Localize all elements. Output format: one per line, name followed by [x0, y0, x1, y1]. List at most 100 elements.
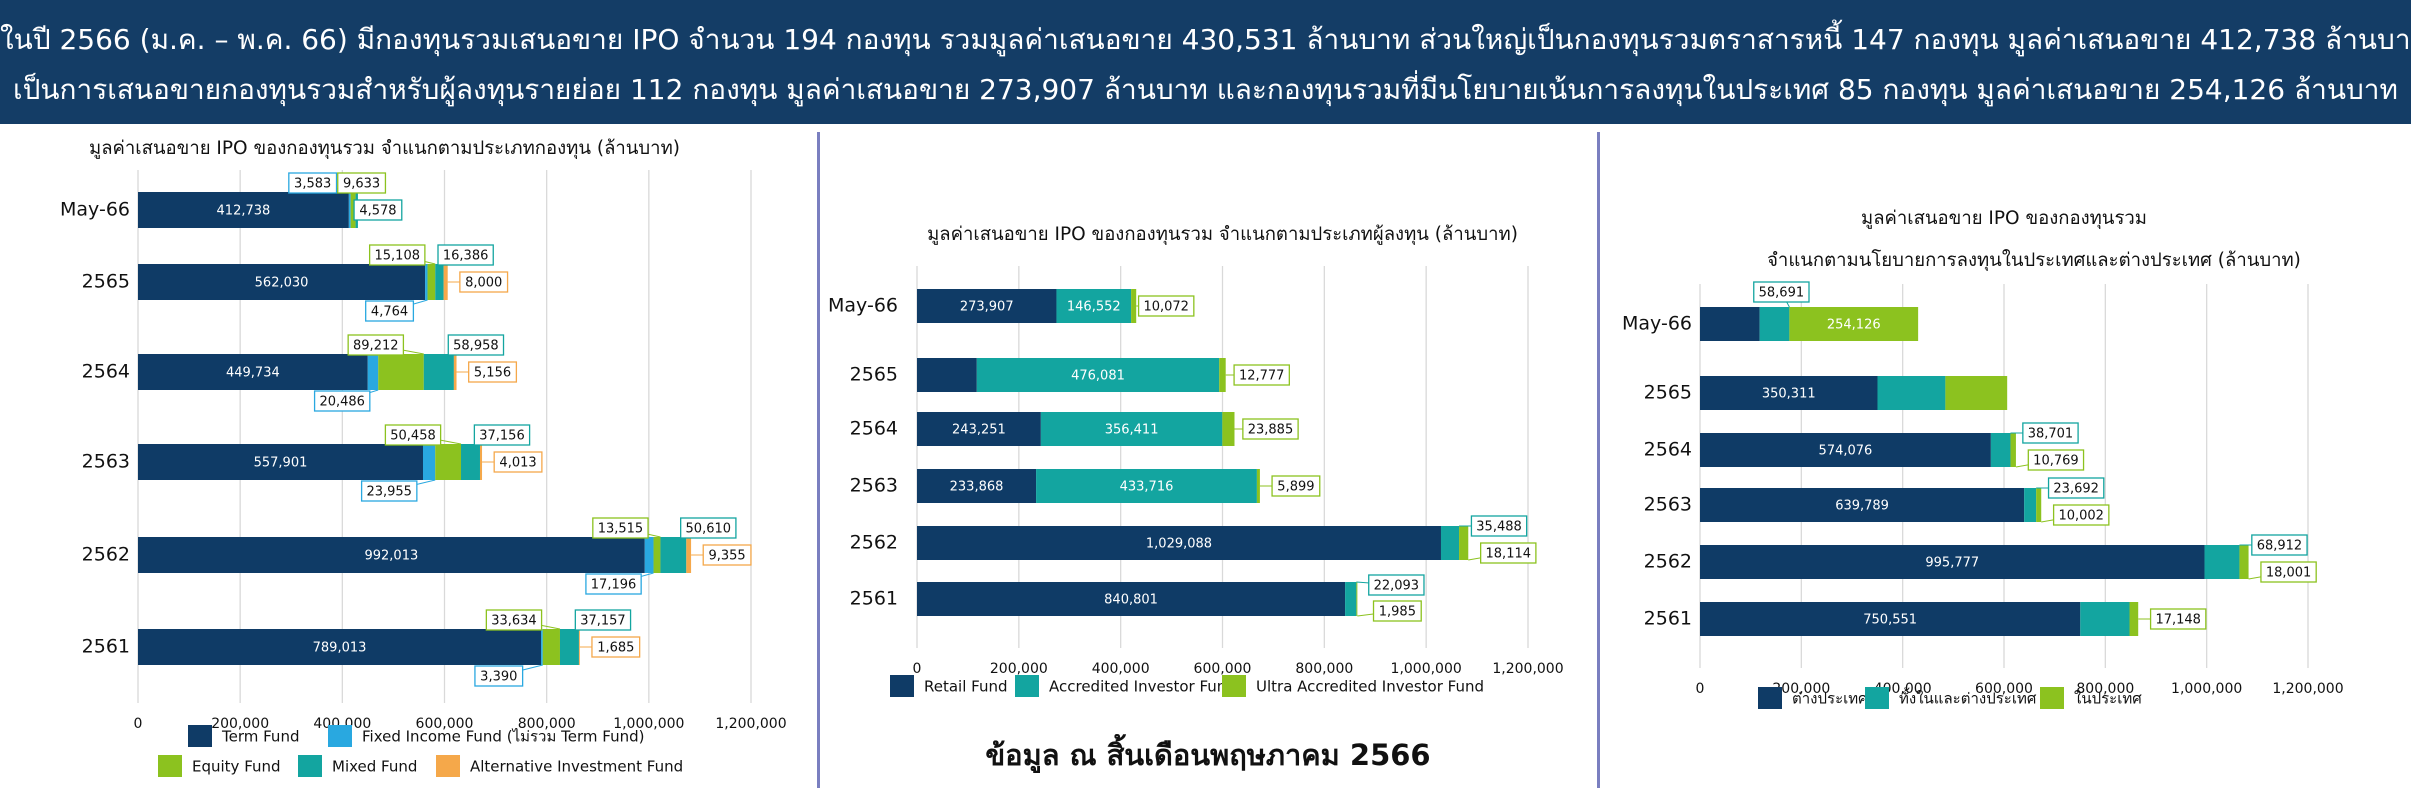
bar-segment — [435, 264, 444, 300]
bar-segment — [1040, 412, 1223, 446]
data-label: 37,157 — [580, 614, 626, 629]
legend-swatch — [890, 675, 914, 697]
data-label: 22,093 — [1374, 579, 1420, 594]
bar-segment — [1945, 376, 2008, 410]
bar-segment — [1700, 376, 1878, 410]
callout-box — [337, 172, 387, 194]
bar-segment — [2024, 488, 2037, 522]
data-as-of-note: ข้อมูล ณ สิ้นเดือนพฤษภาคม 2566 — [985, 738, 1431, 772]
callout-box — [1242, 418, 1299, 440]
data-label: 1,029,088 — [1146, 537, 1212, 552]
bar-segment — [378, 354, 424, 390]
data-label: 4,578 — [359, 204, 396, 219]
data-label: 5,899 — [1277, 480, 1314, 495]
bar-segment — [1877, 376, 1946, 410]
legend-swatch — [298, 755, 322, 777]
bar-segment — [138, 629, 542, 665]
x-tick-label: 800,000 — [518, 716, 576, 732]
bar-segment — [1036, 469, 1257, 503]
callout-box — [313, 390, 371, 412]
category-label: 2561 — [850, 588, 898, 610]
summary-line-2: เป็นการเสนอขายกองทุนรวมสำหรับผู้ลงทุนราย… — [13, 73, 2398, 106]
callout-box — [1271, 475, 1321, 497]
category-label: 2563 — [1644, 494, 1692, 516]
category-label: 2563 — [850, 475, 898, 497]
data-label: 350,311 — [1762, 387, 1816, 402]
data-label: 10,072 — [1143, 300, 1189, 315]
data-label: 233,868 — [950, 480, 1004, 495]
bar-segment — [644, 537, 654, 573]
x-tick-label: 0 — [134, 716, 143, 732]
x-tick-label: 1,000,000 — [1391, 661, 1462, 677]
summary-line-1: ในปี 2566 (ม.ค. – พ.ค. 66) มีกองทุนรวมเส… — [0, 23, 2411, 56]
data-label: 476,081 — [1071, 369, 1125, 384]
callout-box — [437, 244, 494, 266]
x-tick-label: 600,000 — [1194, 661, 1252, 677]
x-tick-label: 1,000,000 — [613, 716, 684, 732]
legend-swatch — [2040, 687, 2064, 709]
legend-swatch — [1015, 675, 1039, 697]
bar-segment — [917, 526, 1441, 560]
callout-box — [585, 573, 642, 595]
bar-segment — [138, 354, 368, 390]
x-tick-label: 400,000 — [313, 716, 371, 732]
callout-box — [574, 609, 632, 631]
x-tick-label: 1,200,000 — [2272, 681, 2343, 697]
bar-segment — [1345, 582, 1357, 616]
bar-segment — [425, 264, 428, 300]
category-label: 2565 — [82, 271, 130, 293]
data-label: 33,634 — [491, 614, 537, 629]
x-tick-label: 200,000 — [1772, 681, 1830, 697]
x-tick-label: 800,000 — [1295, 661, 1353, 677]
callout-box — [2027, 449, 2085, 471]
category-label: 2565 — [850, 364, 898, 386]
bar-segment — [350, 192, 356, 228]
data-label: 412,738 — [217, 204, 271, 219]
bar-segment — [435, 444, 462, 480]
bar-segment — [578, 629, 580, 665]
callout-box — [459, 271, 509, 293]
bar-segment — [976, 358, 1220, 392]
bar-segment — [1219, 358, 1226, 392]
callout-box — [360, 480, 418, 502]
bar-segment — [917, 469, 1037, 503]
data-label: 50,610 — [686, 522, 732, 537]
legend-swatch — [1865, 687, 1889, 709]
callout-box — [447, 334, 505, 356]
bar-segment — [653, 537, 661, 573]
x-tick-label: 600,000 — [1975, 681, 2033, 697]
callout-box — [1137, 295, 1195, 317]
callout-box — [702, 544, 752, 566]
data-label: 35,488 — [1476, 520, 1522, 535]
x-tick-label: 1,000,000 — [2171, 681, 2242, 697]
data-label: 5,156 — [474, 366, 511, 381]
callout-box — [368, 244, 426, 266]
x-tick-label: 1,200,000 — [1492, 661, 1563, 677]
legend-label: Mixed Fund — [332, 758, 417, 776]
legend-swatch — [188, 725, 212, 747]
data-label: 243,251 — [952, 423, 1006, 438]
panel-divider-right — [1597, 132, 1600, 788]
callout-box — [493, 451, 543, 473]
bar-segment — [660, 537, 687, 573]
bar-segment — [1700, 488, 2025, 522]
x-tick-label: 400,000 — [1092, 661, 1150, 677]
callout-box — [353, 199, 403, 221]
category-label: May-66 — [60, 199, 130, 221]
bar-segment — [541, 629, 543, 665]
data-label: 15,108 — [375, 249, 421, 264]
x-tick-label: 800,000 — [2076, 681, 2134, 697]
legend-label: Accredited Investor Fund — [1049, 678, 1236, 696]
bar-segment — [1759, 307, 1790, 341]
x-tick-label: 600,000 — [416, 716, 474, 732]
chart-title: มูลค่าเสนอขาย IPO ของกองทุนรวม จำแนกตามป… — [89, 138, 680, 160]
data-label: 449,734 — [226, 366, 280, 381]
data-label: 557,901 — [254, 456, 308, 471]
data-label: 58,958 — [453, 339, 499, 354]
bar-segment — [2204, 545, 2240, 579]
callout-box — [680, 517, 737, 539]
legend-label: Term Fund — [221, 728, 299, 746]
data-label: 10,002 — [2058, 509, 2104, 524]
bar-segment — [1990, 433, 2011, 467]
legend-label: Alternative Investment Fund — [470, 758, 683, 776]
